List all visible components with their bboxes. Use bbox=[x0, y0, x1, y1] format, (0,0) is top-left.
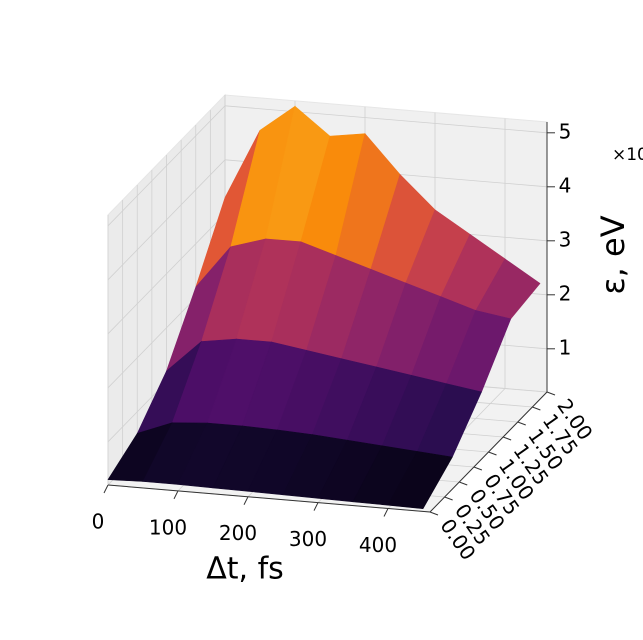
z-tick-label: 3 bbox=[559, 227, 572, 251]
x-tick bbox=[173, 490, 179, 500]
y-tick bbox=[502, 436, 512, 441]
axes-3d: 0 100 200 300 400 0.000.250.500.751.001.251.5… bbox=[92, 93, 598, 565]
y-tick bbox=[488, 451, 497, 456]
grid-line bbox=[224, 105, 548, 134]
z-offset-label: ×10⁵ bbox=[612, 145, 643, 165]
z-tick-label: 4 bbox=[559, 173, 572, 197]
grid-line bbox=[107, 159, 226, 281]
x-axis bbox=[107, 484, 431, 513]
x-tick-label: 100 bbox=[149, 515, 187, 539]
x-tick bbox=[313, 502, 319, 511]
grid-line bbox=[107, 105, 226, 227]
z-tick-label: 5 bbox=[559, 119, 572, 143]
y-tick bbox=[473, 466, 483, 471]
x-tick bbox=[103, 484, 109, 494]
z-tick-label: 2 bbox=[559, 281, 572, 305]
surface-patch bbox=[387, 451, 453, 510]
y-tick bbox=[429, 511, 439, 516]
z-axis-label: ε, eV bbox=[594, 215, 632, 294]
y-tick bbox=[459, 481, 468, 486]
z-tick-label: 1 bbox=[559, 335, 572, 359]
y-tick bbox=[444, 496, 453, 501]
y-axis bbox=[429, 391, 548, 513]
grid-line bbox=[107, 213, 226, 335]
y-tick bbox=[517, 421, 526, 426]
y-tick bbox=[546, 391, 556, 396]
x-tick-label: 0 bbox=[92, 510, 105, 534]
x-tick-label: 400 bbox=[359, 533, 397, 557]
x-tick-label: 300 bbox=[289, 527, 327, 551]
x-tick bbox=[243, 496, 249, 505]
y-tick bbox=[532, 406, 541, 411]
x-tick-label: 200 bbox=[219, 521, 257, 545]
x-axis-label: Δt, fs bbox=[206, 552, 284, 587]
x-tick bbox=[383, 508, 389, 517]
